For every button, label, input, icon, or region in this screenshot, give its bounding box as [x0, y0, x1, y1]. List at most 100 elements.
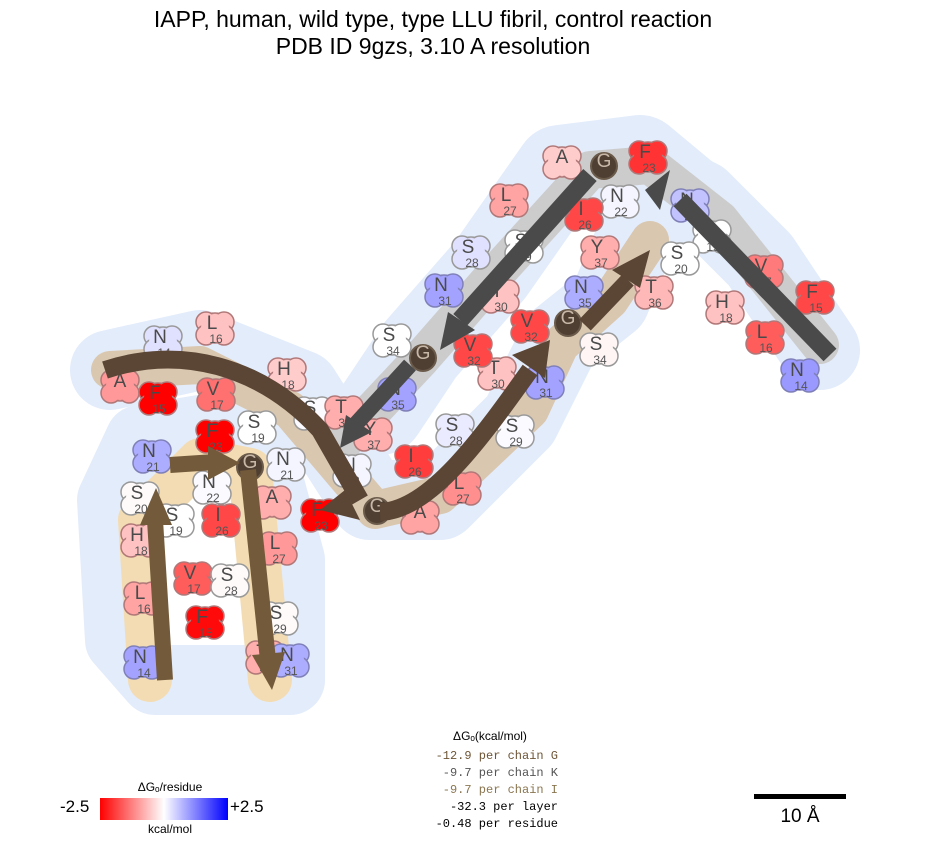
chain-I-strand-2	[378, 364, 538, 521]
residue-K: L27	[489, 183, 529, 218]
residue-letter: N	[133, 647, 147, 668]
residue-number: 30	[491, 377, 505, 391]
residue-I: V17	[196, 377, 236, 412]
residue-K: T36	[634, 275, 674, 310]
residue-letter: I	[408, 446, 413, 467]
glycine-node	[554, 309, 582, 337]
scale-bar-line	[754, 794, 846, 799]
residue-number: 32	[467, 354, 481, 368]
residue-number: 22	[614, 205, 628, 219]
residue-letter: S	[506, 416, 519, 437]
residue-fill	[207, 506, 235, 534]
residue-fill	[570, 200, 598, 228]
legend-title: ΔGₒ/residue	[137, 780, 203, 794]
residue-letter: N	[153, 327, 167, 348]
residue-letter: N	[142, 441, 156, 462]
residue-K: N14	[780, 358, 820, 393]
residue-I: L27	[442, 471, 482, 506]
residue-letter: I	[215, 505, 220, 526]
residue-I: H18	[267, 357, 307, 392]
residue-number: 14	[794, 379, 808, 393]
chain-K-arrowhead-1	[645, 170, 670, 210]
energy-row: -12.9 per chain G	[435, 749, 558, 763]
residue-letter: F	[196, 607, 208, 628]
residue-letter: F	[149, 383, 161, 404]
residue-fill	[585, 335, 613, 363]
color-legend: ΔGₒ/residue -2.5 +2.5 kcal/mol	[60, 780, 280, 840]
glycine-node	[409, 344, 437, 372]
residue-fill	[640, 278, 668, 306]
residue-fill	[202, 380, 230, 408]
residue-G: N22	[192, 470, 232, 505]
figure-title: IAPP, human, wild type, type LLU fibril,…	[0, 6, 866, 60]
residue-I: F15	[138, 381, 178, 416]
residue-I: T30	[477, 356, 517, 391]
energy-row: -32.3 per layer	[449, 800, 558, 814]
residue-fill	[801, 283, 829, 311]
residue-fill	[138, 442, 166, 470]
residue-letter: S	[248, 412, 261, 433]
residue-number: 19	[251, 431, 265, 445]
residue-K: Y37	[580, 235, 620, 270]
residue-letter: T	[488, 358, 500, 379]
residue-fill	[548, 148, 576, 176]
energy-row: -0.48 per residue	[435, 817, 558, 831]
residue-G: S28	[210, 563, 250, 598]
residue-fill	[258, 488, 286, 516]
residue-number: 26	[408, 465, 422, 479]
energy-row: -9.7 per chain K	[442, 766, 558, 780]
residue-number: 23	[314, 519, 328, 533]
residue-letter: N	[280, 645, 294, 666]
residue-I: N21	[266, 447, 306, 482]
residue-fill	[201, 314, 229, 342]
energy-rows: -12.9 per chain G -9.7 per chain K -9.7 pe…	[380, 748, 600, 833]
residue-fill	[400, 447, 428, 475]
scale-bar-label: 10 Å	[780, 806, 820, 827]
residue-letter: L	[454, 473, 465, 494]
residue-K: S28	[451, 235, 491, 270]
residue-fill	[531, 368, 559, 396]
residue-I: S29	[495, 414, 535, 449]
residue-number: 37	[594, 256, 608, 270]
chain-I-arrowhead-1	[320, 490, 360, 520]
residue-letter: S	[462, 237, 475, 258]
residue-K: H18	[705, 290, 745, 325]
residue-letter: F	[806, 282, 818, 303]
legend-min-label: -2.5	[60, 797, 90, 816]
title-line-2: PDB ID 9gzs, 3.10 A resolution	[275, 33, 591, 59]
residue-letter: S	[383, 325, 396, 346]
residue-G: N21	[132, 439, 172, 474]
residue-fill	[430, 276, 458, 304]
residue-number: 16	[759, 341, 773, 355]
residue-number: 23	[642, 161, 656, 175]
residue-number: 31	[284, 664, 298, 678]
residue-letter: V	[464, 335, 477, 356]
residue-fill	[126, 526, 154, 554]
residue-fill	[106, 372, 134, 400]
residue-fill	[516, 312, 544, 340]
residue-number: 15	[809, 301, 823, 315]
chain-K-arrowhead-2	[440, 312, 475, 350]
residue-letter: T	[335, 397, 347, 418]
residue-letter: L	[135, 583, 146, 604]
residue-number: 17	[187, 582, 201, 596]
residue-fill	[243, 413, 271, 441]
residue-letter: H	[277, 359, 291, 380]
residue-fill	[501, 417, 529, 445]
residue-letter: S	[446, 415, 459, 436]
residue-fill	[179, 564, 207, 592]
residue-fill	[129, 584, 157, 612]
residue-number: 31	[539, 386, 553, 400]
residue-letter: S	[131, 483, 144, 504]
residue-K: G	[590, 151, 618, 180]
residue-I: G	[554, 308, 582, 337]
residue-fill	[586, 238, 614, 266]
legend-max-label: +2.5	[230, 797, 264, 816]
residue-letter: F	[311, 500, 323, 521]
chain-K-strand-1	[673, 193, 837, 362]
energy-row: -9.7 per chain I	[442, 783, 558, 797]
residue-fill	[129, 648, 157, 676]
chain-K-strand-3	[349, 359, 416, 431]
residue-number: 21	[280, 468, 294, 482]
residue-number: 19	[169, 524, 183, 538]
